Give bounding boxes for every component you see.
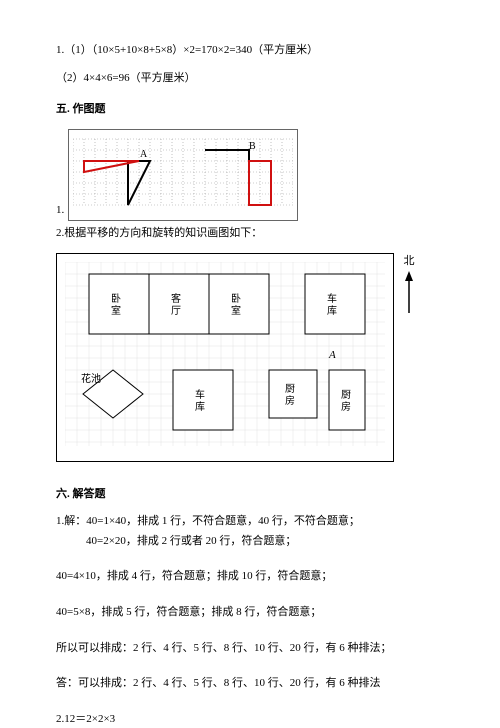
svg-text:库: 库 <box>195 400 205 413</box>
p3: 40=5×8，排成 5 行，符合题意；排成 8 行，符合题意； <box>56 604 444 622</box>
p4: 所以可以排成：2 行、4 行、5 行、8 行、10 行、20 行，有 6 种排法… <box>56 640 444 658</box>
figure-2: 卧室客厅卧室车库车库厨房厨房花池A <box>56 253 394 462</box>
svg-text:卧: 卧 <box>111 292 121 305</box>
section-5-title: 五. 作图题 <box>56 101 444 119</box>
answer-line-1: 1.（1）（10×5+10×8+5×8）×2=170×2=340（平方厘米） <box>56 42 444 60</box>
svg-text:卧: 卧 <box>231 292 241 305</box>
svg-text:A: A <box>140 149 148 160</box>
figure-1-number: 1. <box>56 202 64 220</box>
answer-line-2: （2）4×4×6=96（平方厘米） <box>56 70 444 88</box>
svg-text:厅: 厅 <box>171 306 181 317</box>
svg-text:房: 房 <box>341 400 351 413</box>
north-label: 北 <box>404 253 415 271</box>
p2: 40=4×10，排成 4 行，符合题意；排成 10 行，符合题意； <box>56 568 444 586</box>
p5: 答：可以排成：2 行、4 行、5 行、8 行、10 行、20 行，有 6 种排法 <box>56 675 444 693</box>
figure-2-svg: 卧室客厅卧室车库车库厨房厨房花池A <box>65 262 385 446</box>
translation-line: 2.根据平移的方向和旋转的知识画图如下： <box>56 225 444 243</box>
p1b: 40=2×20，排成 2 行或者 20 行，符合题意； <box>56 533 444 551</box>
figure-2-wrap: 卧室客厅卧室车库车库厨房厨房花池A 北 <box>56 253 444 462</box>
p1a: 1.解：40=1×40，排成 1 行，不符合题意，40 行，不符合题意； <box>56 513 444 531</box>
svg-text:房: 房 <box>285 394 295 407</box>
svg-text:库: 库 <box>327 304 337 317</box>
svg-text:A: A <box>328 349 336 361</box>
figure-1-wrap: 1. AB <box>56 129 444 222</box>
svg-text:室: 室 <box>111 304 121 317</box>
svg-text:厨: 厨 <box>285 383 295 395</box>
north-arrow-icon <box>402 271 416 315</box>
svg-text:花池: 花池 <box>81 372 101 385</box>
svg-text:B: B <box>249 141 256 152</box>
figure-1: AB <box>68 129 298 222</box>
section-6-title: 六. 解答题 <box>56 486 444 504</box>
svg-text:车: 车 <box>327 292 337 305</box>
svg-text:室: 室 <box>231 304 241 317</box>
p6: 2.12＝2×2×3 <box>56 711 444 728</box>
north-indicator: 北 <box>402 253 416 315</box>
svg-text:客: 客 <box>171 292 181 305</box>
svg-text:厨: 厨 <box>341 389 351 401</box>
svg-text:车: 车 <box>195 388 205 401</box>
figure-1-svg: AB <box>73 134 293 210</box>
